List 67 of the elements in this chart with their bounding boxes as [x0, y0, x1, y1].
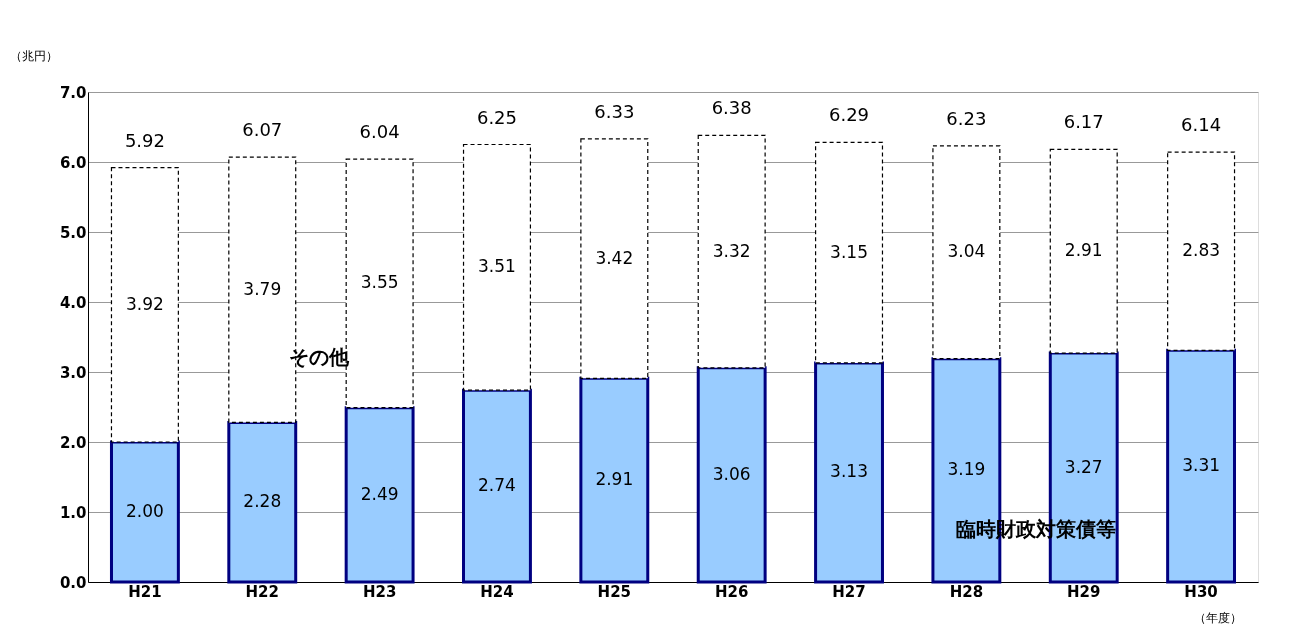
x-tick-label: H29	[1067, 582, 1101, 601]
x-tick-label: H22	[245, 582, 279, 601]
total-label: 6.29	[828, 104, 870, 126]
x-tick-label: H26	[714, 582, 749, 601]
data-label: 3.15	[830, 241, 868, 262]
y-tick-label: 5.0	[59, 223, 87, 242]
total-label: 6.14	[1181, 114, 1222, 136]
total-label: 6.23	[946, 107, 987, 129]
bar	[462, 388, 532, 584]
bar	[814, 361, 884, 584]
data-label: 3.51	[478, 256, 516, 277]
data-label: 3.27	[1064, 456, 1103, 477]
bar	[110, 167, 179, 443]
bar	[814, 141, 884, 364]
bar	[932, 145, 1001, 360]
y-tick-label: 0.0	[59, 573, 87, 592]
x-tick-label: H30	[1184, 582, 1218, 601]
data-label: 2.00	[125, 501, 164, 521]
y-tick-label: 2.0	[59, 433, 87, 452]
bar	[580, 138, 649, 379]
x-tick-label: H27	[832, 582, 866, 601]
series-label: その他	[289, 345, 350, 369]
total-label: 5.92	[124, 129, 165, 151]
bar	[227, 420, 298, 584]
y-tick-label: 3.0	[59, 363, 87, 382]
bar	[1166, 348, 1237, 584]
total-label: 6.33	[594, 100, 635, 122]
bar	[1167, 151, 1236, 351]
total-label: 6.25	[476, 106, 518, 128]
y-tick-label: 7.0	[59, 83, 87, 102]
bar	[697, 134, 766, 369]
data-label: 2.49	[360, 483, 399, 504]
data-label: 3.04	[947, 241, 986, 262]
data-label: 3.13	[830, 461, 868, 482]
data-label: 2.74	[478, 475, 516, 496]
total-label: 6.17	[1063, 111, 1104, 133]
bar	[696, 366, 767, 584]
data-label: 3.55	[360, 272, 399, 293]
bar	[462, 143, 532, 391]
x-tick-label: H21	[128, 582, 162, 601]
total-label: 6.38	[711, 97, 752, 119]
total-label: 6.07	[242, 119, 283, 141]
bar	[109, 440, 180, 584]
data-label: 3.79	[243, 278, 282, 299]
y-axis-title: （兆円）	[10, 49, 58, 63]
bar	[1049, 148, 1118, 354]
data-label: 3.19	[947, 459, 986, 480]
y-tick-label: 6.0	[59, 153, 87, 172]
bar	[344, 406, 415, 584]
bar	[579, 376, 650, 584]
data-label: 3.42	[595, 247, 634, 268]
y-tick-label: 4.0	[59, 293, 87, 312]
x-tick-label: H25	[597, 582, 632, 601]
x-tick-label: H28	[949, 582, 984, 601]
data-label: 3.92	[125, 293, 164, 314]
data-label: 2.28	[243, 491, 282, 512]
data-label: 2.91	[1064, 240, 1103, 261]
x-axis-title: （年度）	[1194, 611, 1242, 625]
x-tick-label: H23	[362, 582, 397, 601]
data-label: 3.06	[712, 463, 751, 484]
data-label: 2.83	[1182, 240, 1221, 261]
data-label: 3.31	[1182, 455, 1221, 476]
data-label: 2.91	[595, 469, 634, 490]
total-label: 6.04	[359, 121, 400, 143]
x-tick-label: H24	[480, 582, 514, 601]
data-label: 3.32	[712, 240, 751, 261]
y-tick-label: 1.0	[59, 503, 87, 522]
